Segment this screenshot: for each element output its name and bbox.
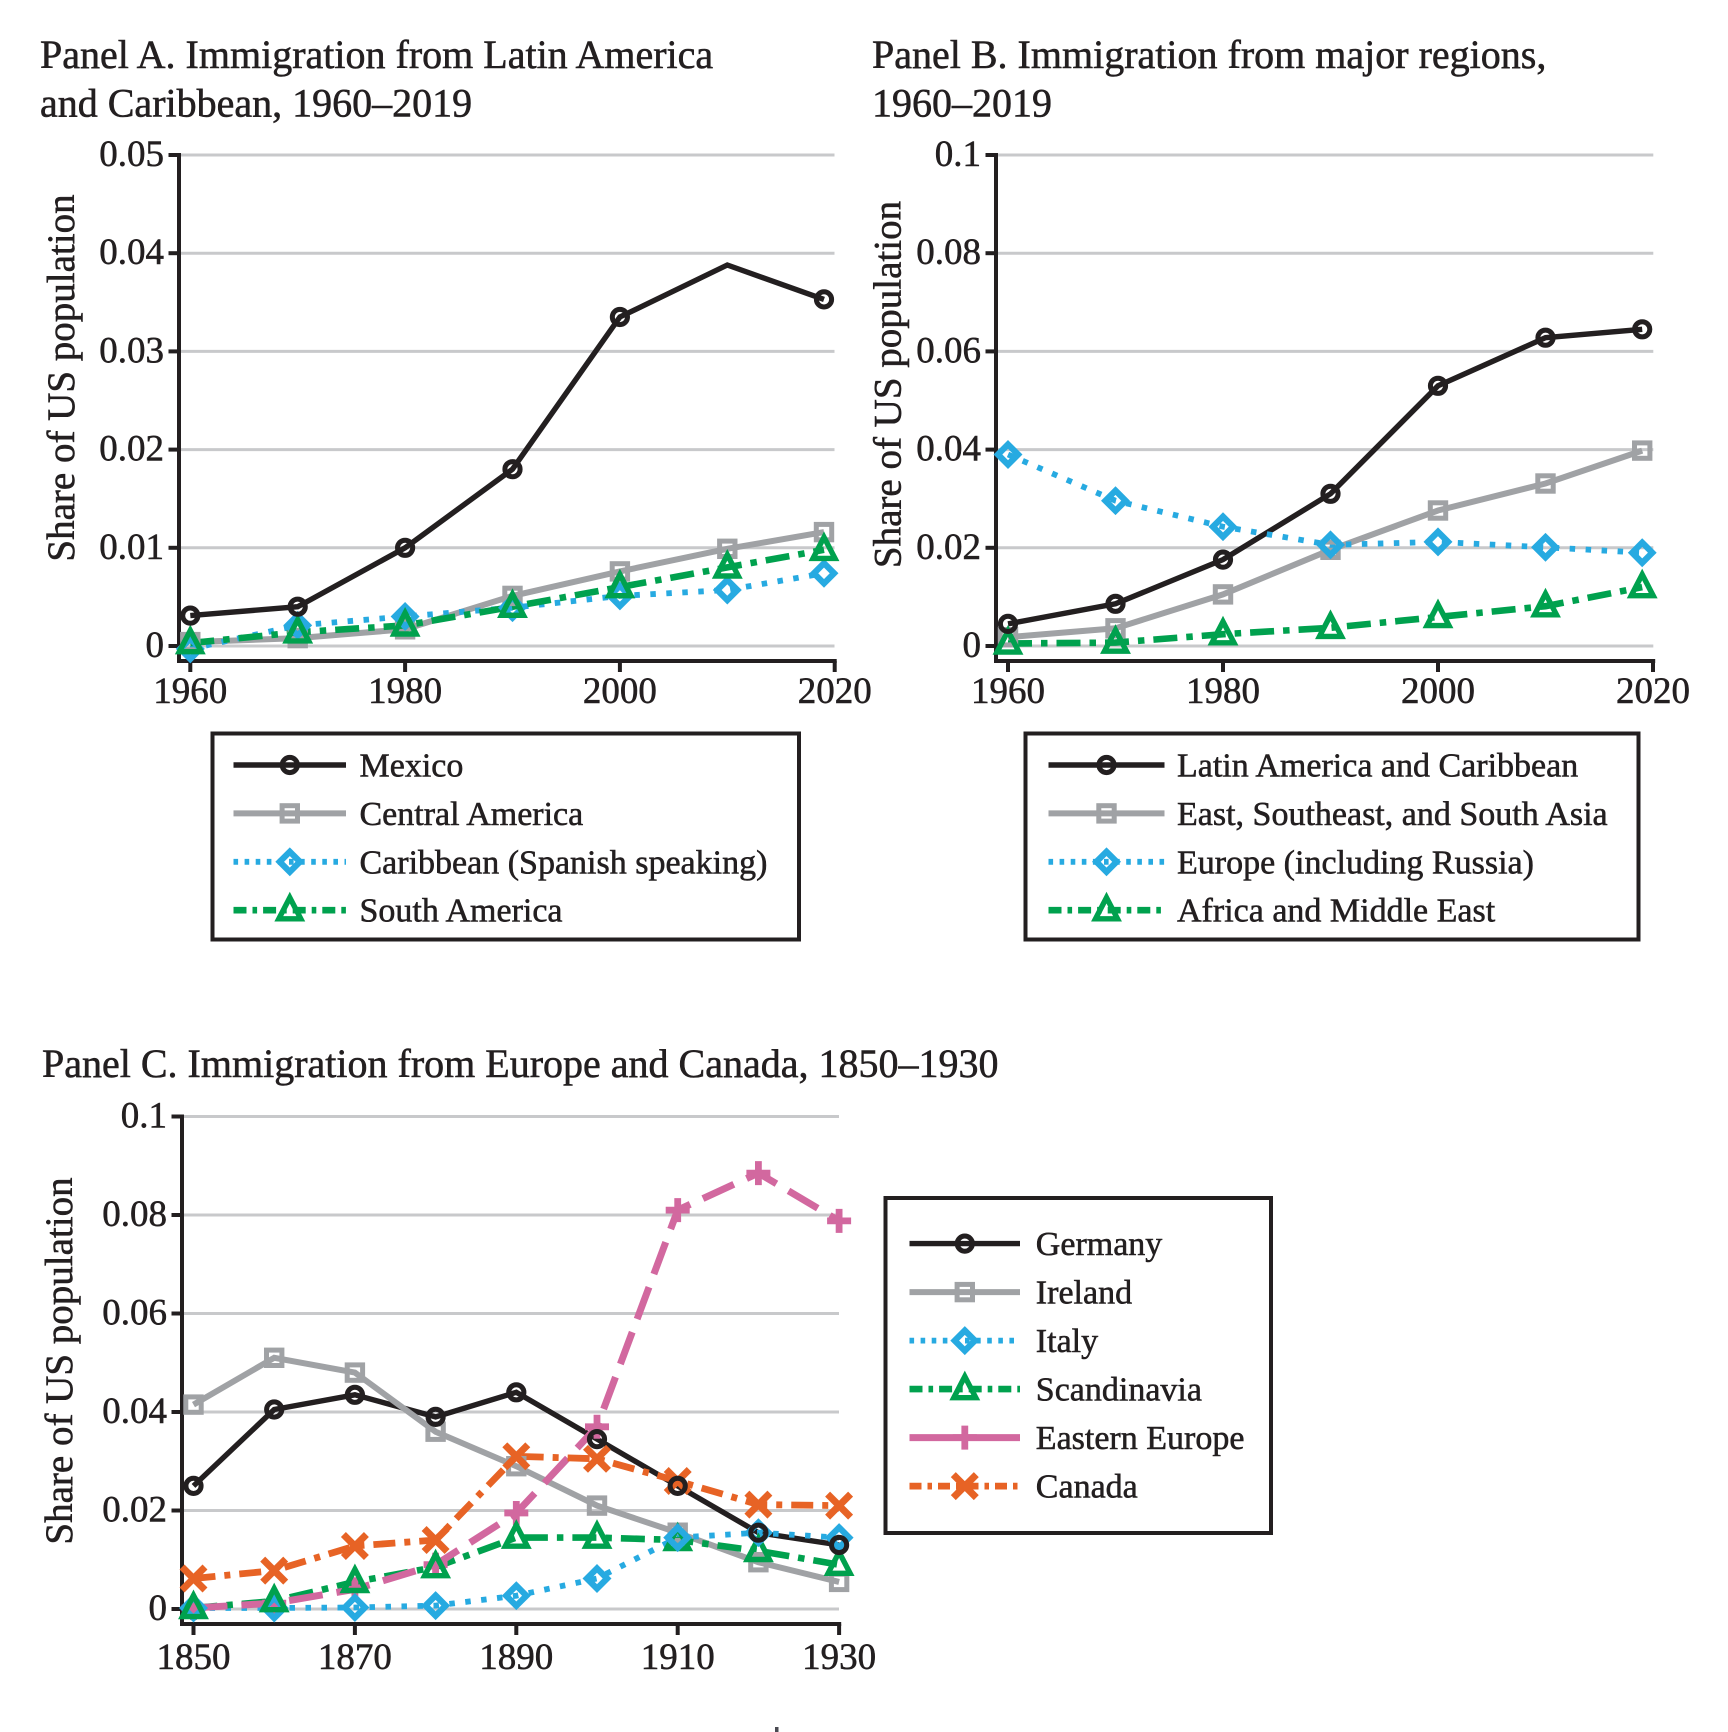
svg-text:2000: 2000 xyxy=(1401,671,1475,712)
svg-text:0.05: 0.05 xyxy=(99,134,164,175)
svg-text:Panel B. Immigration from majo: Panel B. Immigration from major regions, xyxy=(872,32,1546,77)
svg-text:Europe (including Russia): Europe (including Russia) xyxy=(1177,844,1534,881)
svg-text:Scandinavia: Scandinavia xyxy=(1036,1372,1202,1409)
svg-text:East, Southeast, and South Asi: East, Southeast, and South Asia xyxy=(1177,796,1608,833)
svg-text:and Caribbean, 1960–2019: and Caribbean, 1960–2019 xyxy=(40,81,472,126)
svg-text:0.03: 0.03 xyxy=(99,330,164,371)
svg-text:1980: 1980 xyxy=(368,671,442,712)
svg-text:0: 0 xyxy=(149,1588,168,1629)
svg-text:0.06: 0.06 xyxy=(102,1293,167,1334)
svg-text:Share of US population: Share of US population xyxy=(867,201,910,568)
svg-text:0.02: 0.02 xyxy=(99,429,164,470)
svg-text:Caribbean (Spanish speaking): Caribbean (Spanish speaking) xyxy=(360,844,768,881)
svg-text:1930: 1930 xyxy=(802,1637,876,1678)
svg-text:0.04: 0.04 xyxy=(102,1391,167,1432)
svg-text:Panel C. Immigration from Euro: Panel C. Immigration from Europe and Can… xyxy=(42,1041,998,1086)
svg-text:0.1: 0.1 xyxy=(935,134,981,175)
svg-text:1910: 1910 xyxy=(641,1637,715,1678)
svg-text:0.08: 0.08 xyxy=(916,232,981,273)
svg-text:0.08: 0.08 xyxy=(102,1194,167,1235)
svg-text:2000: 2000 xyxy=(583,671,657,712)
svg-text:South America: South America xyxy=(360,893,563,930)
svg-text:1980: 1980 xyxy=(1186,671,1260,712)
svg-text:0.04: 0.04 xyxy=(916,429,981,470)
svg-text:0.02: 0.02 xyxy=(102,1490,167,1531)
svg-text:1850: 1850 xyxy=(157,1637,231,1678)
svg-text:1890: 1890 xyxy=(479,1637,553,1678)
svg-text:Canada: Canada xyxy=(1036,1469,1138,1506)
svg-text:1960: 1960 xyxy=(971,671,1045,712)
svg-text:0.02: 0.02 xyxy=(916,527,981,568)
svg-text:0: 0 xyxy=(963,625,982,666)
svg-text:Central America: Central America xyxy=(360,796,584,833)
svg-text:1870: 1870 xyxy=(318,1637,392,1678)
svg-text:2020: 2020 xyxy=(1616,671,1690,712)
svg-text:Panel A. Immigration from Lati: Panel A. Immigration from Latin America xyxy=(40,32,713,77)
svg-text:1960–2019: 1960–2019 xyxy=(872,81,1052,126)
svg-text:Latin America and Caribbean: Latin America and Caribbean xyxy=(1177,748,1578,785)
svg-text:1960: 1960 xyxy=(153,671,227,712)
svg-text:Africa and Middle East: Africa and Middle East xyxy=(1177,893,1496,930)
svg-text:2020: 2020 xyxy=(798,671,872,712)
svg-text:Germany: Germany xyxy=(1036,1226,1163,1263)
svg-text:0.1: 0.1 xyxy=(121,1096,167,1137)
svg-text:Eastern Europe: Eastern Europe xyxy=(1036,1420,1245,1457)
svg-text:0: 0 xyxy=(146,625,165,666)
svg-text:Italy: Italy xyxy=(1036,1323,1098,1360)
svg-text:0.04: 0.04 xyxy=(99,232,164,273)
svg-text:Share of US population: Share of US population xyxy=(40,194,83,561)
svg-text:0.06: 0.06 xyxy=(916,330,981,371)
svg-text:0.01: 0.01 xyxy=(99,527,164,568)
svg-text:Share of US population: Share of US population xyxy=(38,1177,81,1544)
svg-text:Ireland: Ireland xyxy=(1036,1275,1132,1312)
svg-text:Mexico: Mexico xyxy=(360,748,464,785)
